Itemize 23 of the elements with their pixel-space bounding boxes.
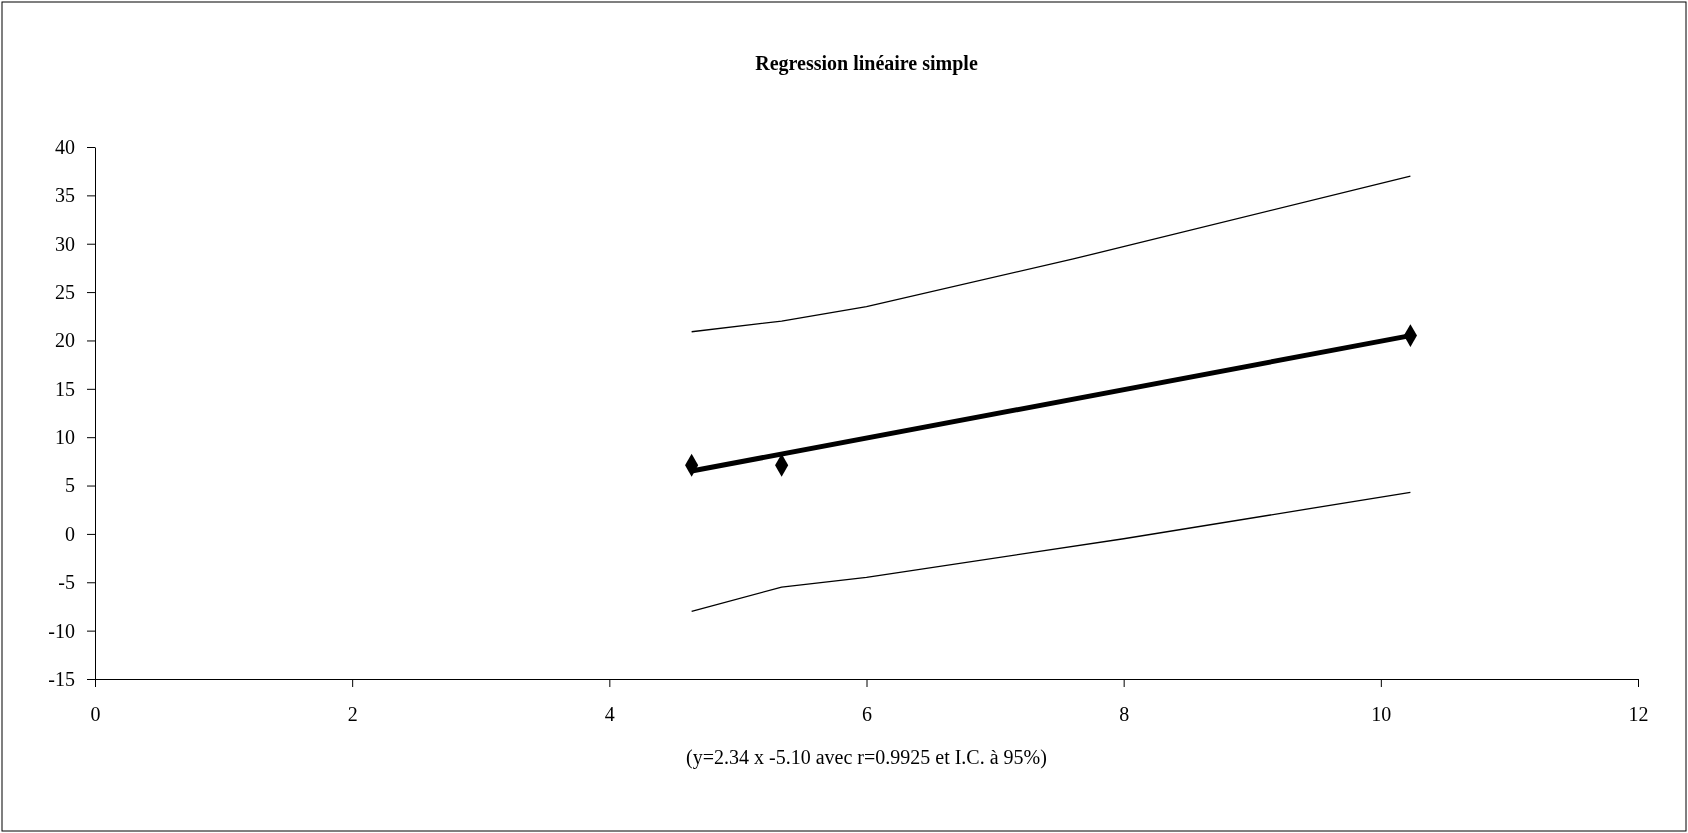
- chart-title: Regression linéaire simple: [755, 52, 978, 75]
- y-tick-label: 20: [55, 329, 75, 352]
- x-tick-label: 8: [1119, 703, 1130, 726]
- y-tick-label: 15: [55, 377, 75, 400]
- y-tick-label: 40: [55, 135, 75, 158]
- x-tick-label: 12: [1628, 703, 1649, 726]
- line-series: [690, 491, 1412, 612]
- line-series: [690, 175, 1412, 333]
- y-tick-label: -15: [48, 667, 75, 690]
- y-tick-label: 35: [55, 184, 75, 207]
- x-tick-label: 2: [347, 703, 358, 726]
- y-tick-label: 10: [55, 426, 75, 449]
- x-tick-label: 0: [90, 703, 101, 726]
- x-tick-label: 10: [1371, 703, 1392, 726]
- y-tick-label: -10: [48, 619, 75, 642]
- y-tick-label: 25: [55, 280, 75, 303]
- y-tick-label: 5: [65, 474, 75, 497]
- x-axis-title: (y=2.34 x -5.10 avec r=0.9925 et I.C. à 95%): [686, 746, 1047, 769]
- x-tick-label: 4: [604, 703, 615, 726]
- y-tick-label: 0: [65, 522, 75, 545]
- y-tick-label: 30: [55, 232, 75, 255]
- y-tick-label: -5: [58, 571, 75, 594]
- x-tick-label: 6: [862, 703, 872, 726]
